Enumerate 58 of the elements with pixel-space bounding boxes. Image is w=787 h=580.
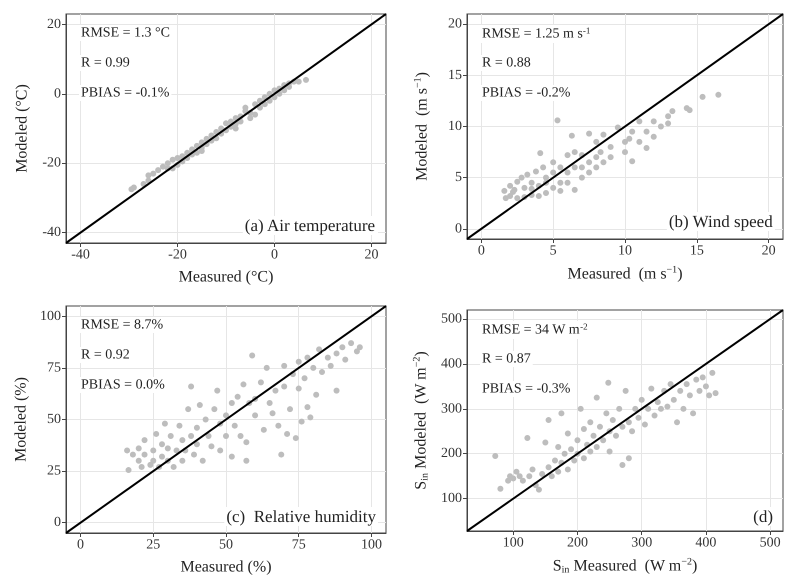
annotation: R = 0.88 [482,56,531,70]
x-axis-title: Measured (°C) [178,268,274,286]
annotation: (d) [753,507,774,526]
y-tick-label: 400 [441,356,462,372]
annotation: (c) Relative humidity [226,507,376,526]
y-tick-label: 50 [47,412,61,427]
x-tick-label: 400 [695,536,716,550]
annotation: R = 0.99 [81,56,130,70]
y-tick-label: 0 [455,221,462,236]
x-tick-label: 20 [364,248,378,262]
y-tick-label: 100 [40,308,61,324]
x-axis-title: Measured (%) [180,558,272,576]
x-tick-label: 10 [618,244,632,258]
x-tick-label: 15 [690,244,704,258]
y-tick-label: 75 [47,360,61,376]
x-tick-label: 0 [270,248,278,262]
y-tick-label: 500 [441,311,462,326]
annotation: (b) Wind speed [668,212,774,231]
y-tick-label: -20 [42,156,61,171]
x-tick-label: 0 [478,244,485,258]
x-tick-label: 300 [631,536,652,550]
annotation: PBIAS = -0.1% [81,86,170,100]
x-tick-label: 5 [550,244,557,258]
x-tick-label: 500 [760,536,781,550]
x-tick-label: 0 [77,538,84,552]
x-tick-label: -20 [168,248,187,262]
x-tick-label: 100 [502,536,524,550]
y-tick-label: 10 [448,119,462,134]
annotation: PBIAS = -0.3% [482,382,571,396]
y-tick-label: -40 [42,225,61,240]
y-tick-label: 0 [54,515,61,530]
x-tick-label: 200 [566,536,588,550]
y-tick-label: 25 [47,464,61,479]
y-axis-title: Modeled (%) [12,377,30,462]
x-tick-label: 75 [292,538,306,552]
y-axis-title: Modeled (°C) [14,84,30,173]
x-tick-label: 100 [360,538,382,552]
annotation: R = 0.87 [482,352,531,366]
annotation: PBIAS = -0.2% [482,86,571,100]
annotation: PBIAS = 0.0% [81,378,166,392]
x-tick-label: -40 [71,248,90,262]
y-axis-title: Sin Modeled (W m−2) [412,351,431,490]
annotation: RMSE = 8.7% [81,318,164,332]
y-axis-title: Modeled (m s−1) [412,72,430,181]
y-tick-label: 5 [455,170,462,186]
y-tick-label: 15 [448,68,462,83]
x-tick-label: 25 [146,538,160,552]
y-tick-label: 0 [54,86,61,102]
y-tick-label: 100 [441,491,462,506]
y-tick-label: 200 [441,446,462,462]
y-tick-label: 300 [441,401,462,416]
x-tick-label: 50 [219,538,233,552]
x-tick-label: 20 [762,244,776,258]
annotation: RMSE = 1.3 °C [81,26,170,40]
y-tick-label: 20 [47,16,61,32]
annotation: (a) Air temperature [244,216,376,235]
y-tick-label: 20 [448,16,462,32]
annotation: R = 0.92 [81,348,130,362]
